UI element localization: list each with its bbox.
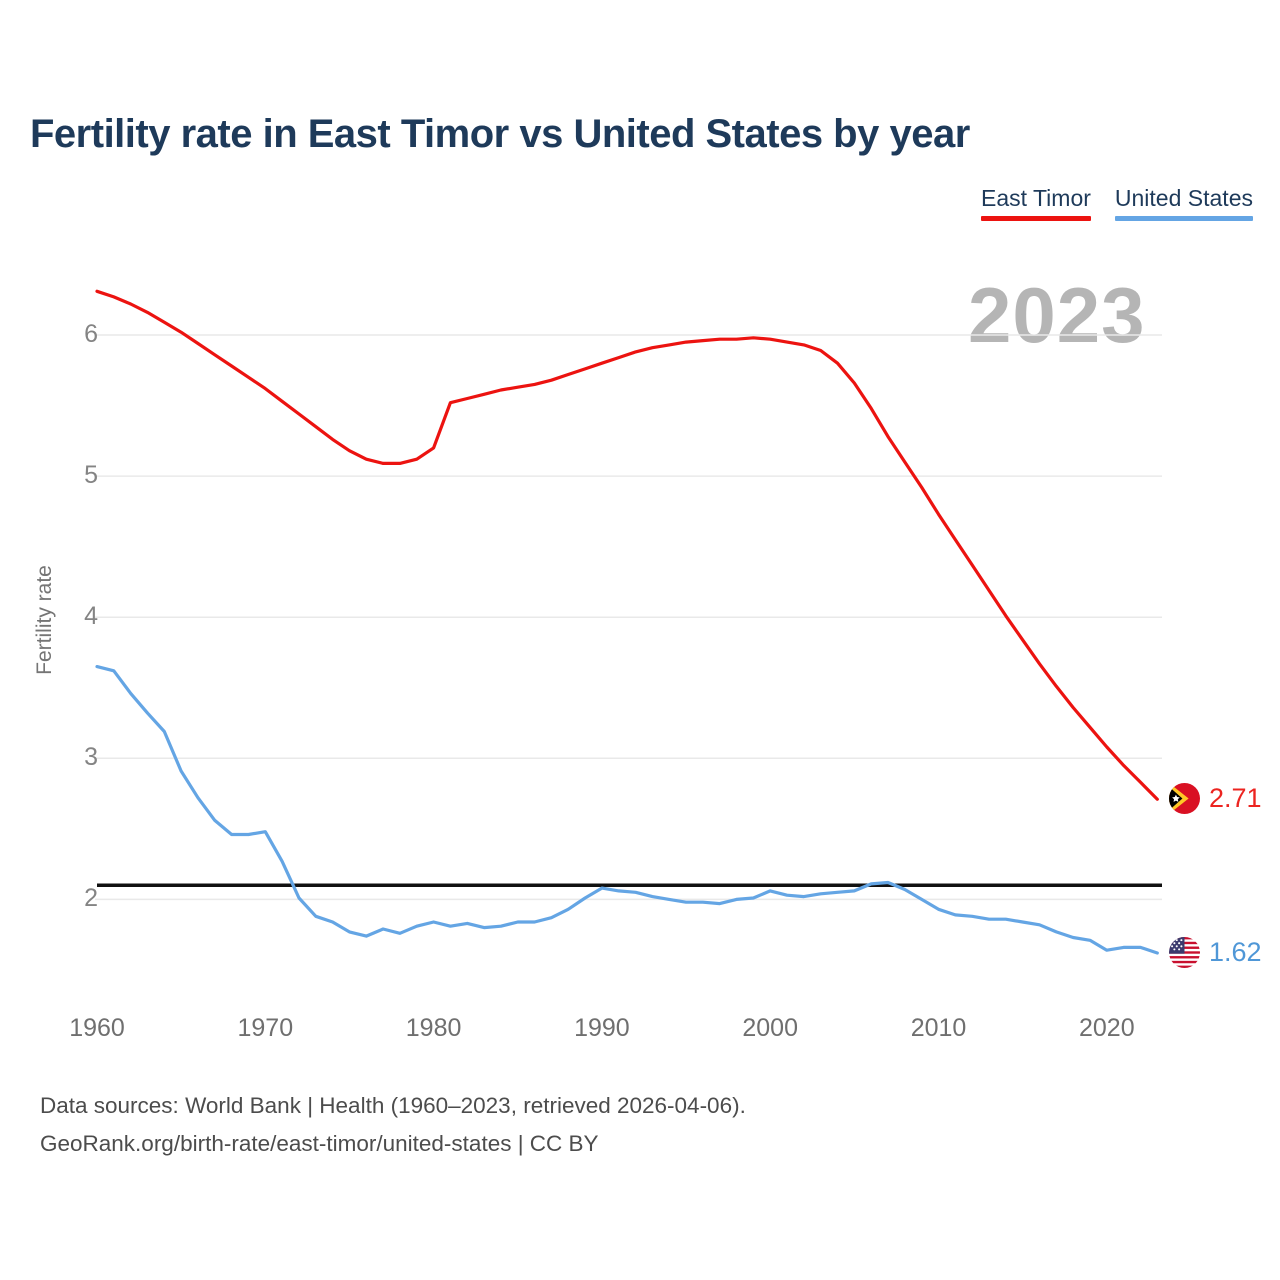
end-value-united-states: 1.62: [1209, 937, 1262, 968]
page-title: Fertility rate in East Timor vs United S…: [30, 112, 970, 156]
legend-swatch-united-states: [1114, 216, 1253, 221]
series-line-east-timor: [95, 289, 1159, 801]
x-tick-1980: 1980: [405, 1014, 462, 1042]
year-watermark: 2023: [968, 271, 1146, 359]
legend: East Timor United States: [980, 185, 1253, 221]
footer: Data sources: World Bank | Health (1960–…: [40, 1087, 746, 1163]
series-line-united-states: [95, 664, 1159, 955]
east-timor-flag-icon: [1169, 783, 1200, 815]
end-label-east-timor: 2.71: [1169, 783, 1262, 815]
x-tick-1990: 1990: [574, 1014, 630, 1042]
footer-sources-line: Data sources: World Bank | Health (1960–…: [40, 1093, 746, 1118]
y-tick-2: 2: [84, 884, 98, 913]
y-tick-5: 5: [84, 461, 98, 490]
x-tick-2000: 2000: [742, 1014, 798, 1042]
legend-item-east-timor[interactable]: East Timor: [980, 185, 1091, 221]
x-tick-2020: 2020: [1078, 1014, 1135, 1042]
x-tick-1960: 1960: [69, 1014, 125, 1042]
us-flag-icon: [1169, 937, 1200, 969]
x-tick-1970: 1970: [237, 1014, 294, 1042]
y-tick-3: 3: [84, 743, 98, 772]
legend-item-united-states[interactable]: United States: [1114, 185, 1253, 221]
end-value-east-timor: 2.71: [1209, 783, 1262, 814]
legend-label-united-states: United States: [1114, 185, 1253, 211]
x-tick-2010: 2010: [910, 1014, 967, 1042]
y-tick-4: 4: [84, 602, 98, 631]
legend-swatch-east-timor: [980, 216, 1091, 221]
footer-attribution-line: GeoRank.org/birth-rate/east-timor/united…: [40, 1131, 599, 1156]
end-label-united-states: 1.62: [1169, 937, 1262, 969]
y-tick-6: 6: [84, 320, 98, 348]
legend-label-east-timor: East Timor: [980, 185, 1091, 211]
